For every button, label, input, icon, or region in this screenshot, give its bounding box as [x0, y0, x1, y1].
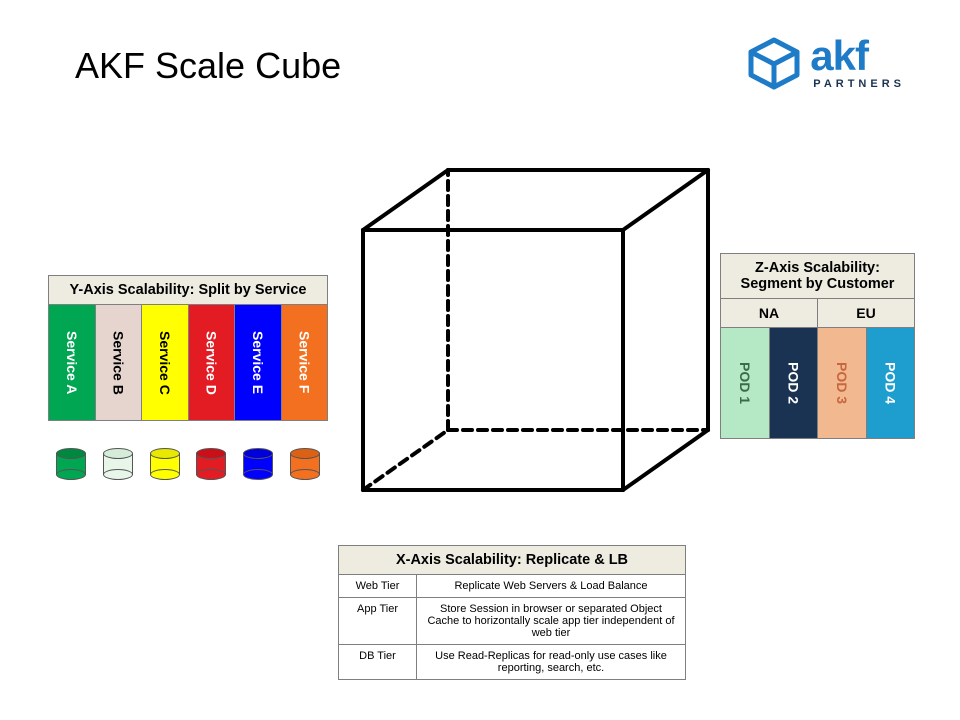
y-axis-panel: Y-Axis Scalability: Split by Service Ser…: [48, 275, 328, 421]
service-cell: Service A: [49, 305, 96, 420]
x-axis-panel: X-Axis Scalability: Replicate & LB Web T…: [338, 545, 686, 680]
y-axis-header: Y-Axis Scalability: Split by Service: [49, 276, 327, 305]
tier-description: Use Read-Replicas for read-only use case…: [417, 645, 685, 679]
z-axis-regions: NAEU: [721, 299, 914, 328]
page-title: AKF Scale Cube: [75, 45, 341, 87]
scale-cube-icon: [358, 165, 718, 525]
service-cell: Service C: [142, 305, 189, 420]
cylinder-icon: [103, 448, 133, 480]
y-axis-cylinders: [48, 448, 328, 480]
z-axis-pods: POD 1POD 2POD 3POD 4: [721, 328, 914, 438]
service-cell: Service B: [96, 305, 143, 420]
tier-description: Replicate Web Servers & Load Balance: [417, 575, 685, 597]
z-axis-header: Z-Axis Scalability: Segment by Customer: [721, 254, 914, 299]
cylinder-icon: [150, 448, 180, 480]
tier-label: App Tier: [339, 598, 417, 644]
region-cell: EU: [818, 299, 914, 327]
x-axis-row: DB TierUse Read-Replicas for read-only u…: [339, 645, 685, 679]
logo-subtitle: PARTNERS: [813, 79, 905, 90]
cylinder-icon: [196, 448, 226, 480]
tier-description: Store Session in browser or separated Ob…: [417, 598, 685, 644]
y-axis-services: Service AService BService CService DServ…: [49, 305, 327, 420]
cylinder-icon: [243, 448, 273, 480]
x-axis-row: App TierStore Session in browser or sepa…: [339, 598, 685, 645]
x-axis-rows: Web TierReplicate Web Servers & Load Bal…: [339, 575, 685, 679]
logo: akf PARTNERS: [744, 35, 905, 90]
pod-cell: POD 3: [818, 328, 867, 438]
logo-text: akf PARTNERS: [810, 35, 905, 90]
service-cell: Service D: [189, 305, 236, 420]
tier-label: DB Tier: [339, 645, 417, 679]
cube-logo-icon: [744, 35, 804, 90]
tier-label: Web Tier: [339, 575, 417, 597]
cylinder-icon: [56, 448, 86, 480]
region-cell: NA: [721, 299, 818, 327]
logo-brand: akf: [810, 35, 905, 77]
pod-cell: POD 2: [770, 328, 819, 438]
pod-cell: POD 4: [867, 328, 915, 438]
service-cell: Service E: [235, 305, 282, 420]
service-cell: Service F: [282, 305, 328, 420]
x-axis-row: Web TierReplicate Web Servers & Load Bal…: [339, 575, 685, 598]
pod-cell: POD 1: [721, 328, 770, 438]
x-axis-header: X-Axis Scalability: Replicate & LB: [339, 546, 685, 575]
z-axis-panel: Z-Axis Scalability: Segment by Customer …: [720, 253, 915, 439]
cylinder-icon: [290, 448, 320, 480]
